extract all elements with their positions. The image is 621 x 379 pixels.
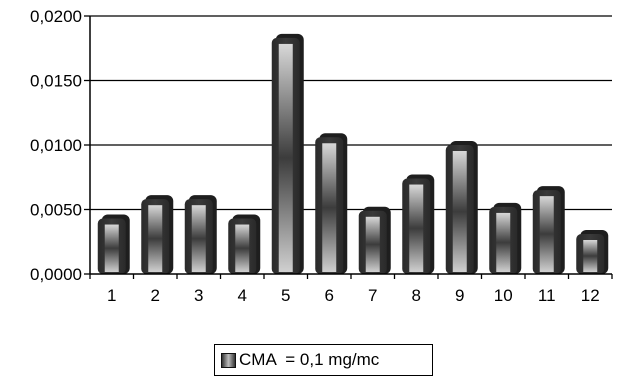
- x-tick-label: 7: [368, 286, 377, 305]
- x-tick-label: 2: [151, 286, 160, 305]
- bars: [97, 33, 609, 275]
- legend-label: CMA = 0,1 mg/mc: [239, 350, 380, 369]
- bar-highlight: [148, 205, 163, 272]
- bar-highlight: [278, 43, 293, 273]
- bar: [271, 33, 304, 275]
- x-tick-label: 5: [281, 286, 290, 305]
- gridlines: [90, 15, 612, 211]
- bar: [445, 141, 478, 274]
- bar: [489, 202, 522, 274]
- bar-highlight: [191, 205, 206, 272]
- bar-highlight: [583, 240, 598, 272]
- x-tick-label: 1: [107, 286, 116, 305]
- x-tick-label: 12: [581, 286, 600, 305]
- bar: [576, 230, 609, 274]
- axes: [84, 15, 613, 279]
- bar-highlight: [365, 216, 380, 272]
- bar: [532, 186, 565, 274]
- bar-highlight: [496, 212, 511, 272]
- bar-highlight: [235, 224, 250, 272]
- y-tick-label: 0,0200: [30, 7, 82, 26]
- x-tick-label: 3: [194, 286, 203, 305]
- x-tick-label: 9: [455, 286, 464, 305]
- bar: [358, 206, 391, 274]
- bar-highlight: [322, 143, 337, 272]
- x-tick-label: 11: [538, 286, 556, 305]
- bar-highlight: [539, 196, 554, 272]
- y-tick-label: 0,0050: [30, 201, 82, 220]
- bar: [402, 174, 435, 274]
- legend: CMA = 0,1 mg/mc: [214, 344, 433, 376]
- bar: [97, 214, 130, 274]
- bar: [315, 133, 348, 274]
- y-tick-label: 0,0100: [30, 136, 82, 155]
- x-tick-label: 8: [412, 286, 421, 305]
- bar-highlight: [452, 151, 467, 272]
- bar: [184, 195, 217, 274]
- bar-highlight: [104, 224, 119, 272]
- y-tick-label: 0,0150: [30, 72, 82, 91]
- x-tick-label: 4: [238, 286, 247, 305]
- x-tick-label: 10: [494, 286, 513, 305]
- legend-swatch: [221, 352, 236, 368]
- bar-highlight: [409, 184, 424, 272]
- x-tick-label: 6: [325, 286, 334, 305]
- y-tick-label: 0,0000: [30, 265, 82, 284]
- bar: [228, 214, 261, 274]
- bar: [141, 195, 174, 274]
